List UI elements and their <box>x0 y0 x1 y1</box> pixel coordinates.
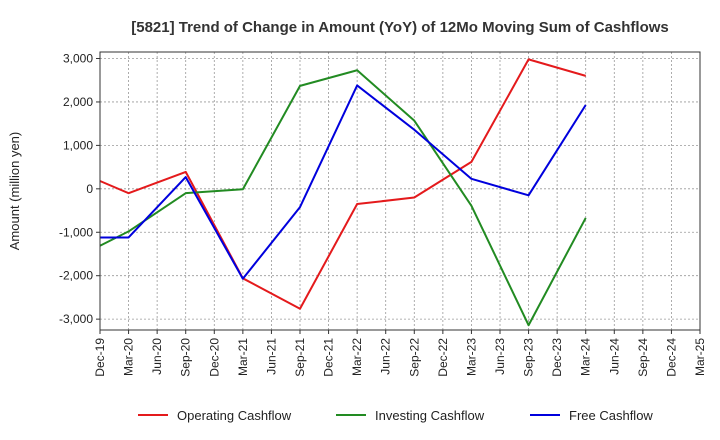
y-tick-label: -3,000 <box>59 312 93 326</box>
x-tick-label: Jun-24 <box>607 338 621 375</box>
x-tick-label: Jun-23 <box>493 338 507 375</box>
x-tick-label: Dec-20 <box>207 338 221 377</box>
x-tick-label: Mar-20 <box>122 338 136 376</box>
x-tick-label: Sep-23 <box>522 338 536 377</box>
grid <box>99 52 701 330</box>
x-tick-label: Mar-21 <box>236 338 250 376</box>
x-tick-label: Sep-22 <box>407 338 421 377</box>
y-tick-label: 2,000 <box>63 95 93 109</box>
legend-label: Investing Cashflow <box>375 408 485 423</box>
y-tick-label: -1,000 <box>59 225 93 239</box>
x-tick-label: Sep-20 <box>179 338 193 377</box>
series-line-investing-cashflow <box>99 69 587 327</box>
x-tick-label: Mar-23 <box>464 338 478 376</box>
series-lines <box>99 58 587 327</box>
x-tick-label: Dec-21 <box>322 338 336 377</box>
y-tick-label: -2,000 <box>59 269 93 283</box>
x-tick-label: Mar-24 <box>579 338 593 376</box>
y-tick-label: 1,000 <box>63 138 93 152</box>
legend-label: Free Cashflow <box>569 408 653 423</box>
y-axis-ticks: 3,000 2,000 1,000 0 -1,000 -2,000 -3,000 <box>59 52 100 326</box>
x-tick-label: Dec-22 <box>436 338 450 377</box>
plot-frame <box>99 51 701 331</box>
y-tick-label: 0 <box>86 182 93 196</box>
x-tick-label: Dec-24 <box>664 338 678 377</box>
chart-title: [5821] Trend of Change in Amount (YoY) o… <box>131 19 669 36</box>
x-tick-label: Dec-19 <box>93 338 107 377</box>
y-axis-label: Amount (million yen) <box>7 132 22 251</box>
x-tick-label: Sep-24 <box>636 338 650 377</box>
series-line-operating-cashflow <box>99 58 586 310</box>
y-tick-label: 3,000 <box>63 52 93 66</box>
x-tick-label: Mar-22 <box>350 338 364 376</box>
x-axis-ticks: Dec-19 Mar-20 Jun-20 Sep-20 Dec-20 Mar-21 Jun-… <box>93 330 707 377</box>
series-line-free-cashflow <box>100 84 587 280</box>
x-tick-label: Jun-20 <box>150 338 164 375</box>
x-tick-label: Dec-23 <box>550 338 564 377</box>
x-tick-label: Sep-21 <box>293 338 307 377</box>
x-tick-label: Jun-21 <box>264 338 278 375</box>
x-tick-label: Jun-22 <box>379 338 393 375</box>
x-tick-label: Mar-25 <box>693 338 707 376</box>
legend-label: Operating Cashflow <box>177 408 292 423</box>
legend: Operating Cashflow Investing Cashflow Free… <box>138 408 653 423</box>
